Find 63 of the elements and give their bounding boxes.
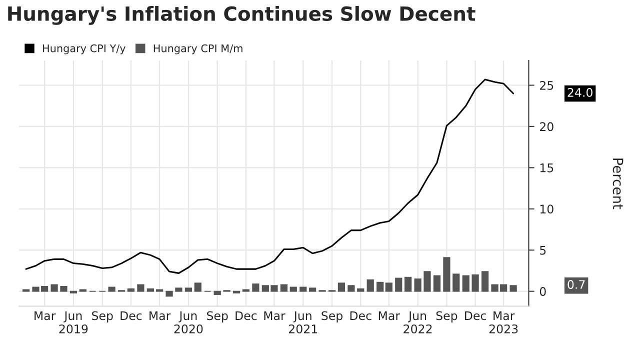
- x-tick-label: Sep: [92, 311, 113, 322]
- y-tick-label: 5: [540, 246, 546, 255]
- chart-title: Hungary's Inflation Continues Slow Decent: [8, 6, 476, 25]
- bar: [385, 282, 392, 292]
- bar: [280, 284, 288, 292]
- x-tick-label: Mar: [34, 311, 56, 320]
- bar: [60, 286, 68, 292]
- bar: [175, 288, 182, 292]
- y-tick-label: 0: [540, 287, 546, 296]
- bar: [395, 278, 402, 292]
- y-axis-title: Percent: [612, 158, 624, 210]
- x-tick-label: Jun 2021: [288, 311, 318, 334]
- x-tick-label: Mar: [150, 311, 171, 320]
- bar: [481, 271, 489, 292]
- bar: [214, 290, 221, 296]
- text: 0.7: [568, 280, 585, 289]
- bar: [137, 284, 144, 292]
- bar: [108, 286, 116, 292]
- x-tick-label: Sep: [436, 311, 458, 322]
- bar: [414, 278, 422, 292]
- bar: [146, 288, 154, 292]
- x-tick-label: Jun 2020: [174, 311, 203, 334]
- y-tick-label: 25: [540, 80, 554, 90]
- x-tick-label: Mar 2023: [489, 311, 518, 334]
- bar: [348, 285, 355, 292]
- bar: [357, 288, 364, 292]
- bar: [472, 274, 479, 292]
- text: 24.0: [568, 88, 592, 97]
- x-tick-label: Jun 2022: [404, 311, 432, 334]
- bar: [166, 290, 173, 297]
- x-tick-label: Sep: [322, 311, 343, 322]
- x-tick-label: Jun 2019: [59, 311, 88, 334]
- x-tick-label: Dec: [465, 311, 486, 320]
- x-tick-label: Sep: [207, 311, 228, 322]
- y-tick-label: 10: [540, 204, 554, 214]
- bar: [462, 275, 470, 292]
- bar: [184, 288, 192, 292]
- y-tick-label: 20: [540, 122, 554, 132]
- bar: [404, 276, 412, 292]
- bar: [510, 285, 517, 292]
- bar: [452, 274, 460, 292]
- bar: [443, 257, 450, 292]
- y-tick-label: 15: [540, 164, 554, 172]
- legend-label: Hungary CPI M/m: [154, 44, 242, 54]
- bar: [376, 282, 384, 292]
- x-tick-label: Dec: [236, 311, 257, 320]
- x-tick-label: Dec: [350, 311, 372, 320]
- bar: [194, 282, 202, 292]
- line-series: [25, 78, 514, 274]
- bar: [127, 288, 135, 292]
- legend-label: Hungary CPI Y/y: [43, 44, 126, 54]
- bar: [300, 286, 307, 292]
- bar: [50, 284, 58, 292]
- bar: [338, 282, 346, 292]
- bar: [366, 279, 374, 292]
- x-tick-label: Dec: [120, 311, 142, 320]
- bar: [433, 275, 441, 292]
- bar: [424, 271, 431, 292]
- bar: [252, 283, 260, 292]
- x-tick-label: Mar: [378, 311, 400, 320]
- x-tick-label: Mar: [264, 311, 286, 320]
- bar: [308, 288, 316, 292]
- bar: [290, 286, 297, 292]
